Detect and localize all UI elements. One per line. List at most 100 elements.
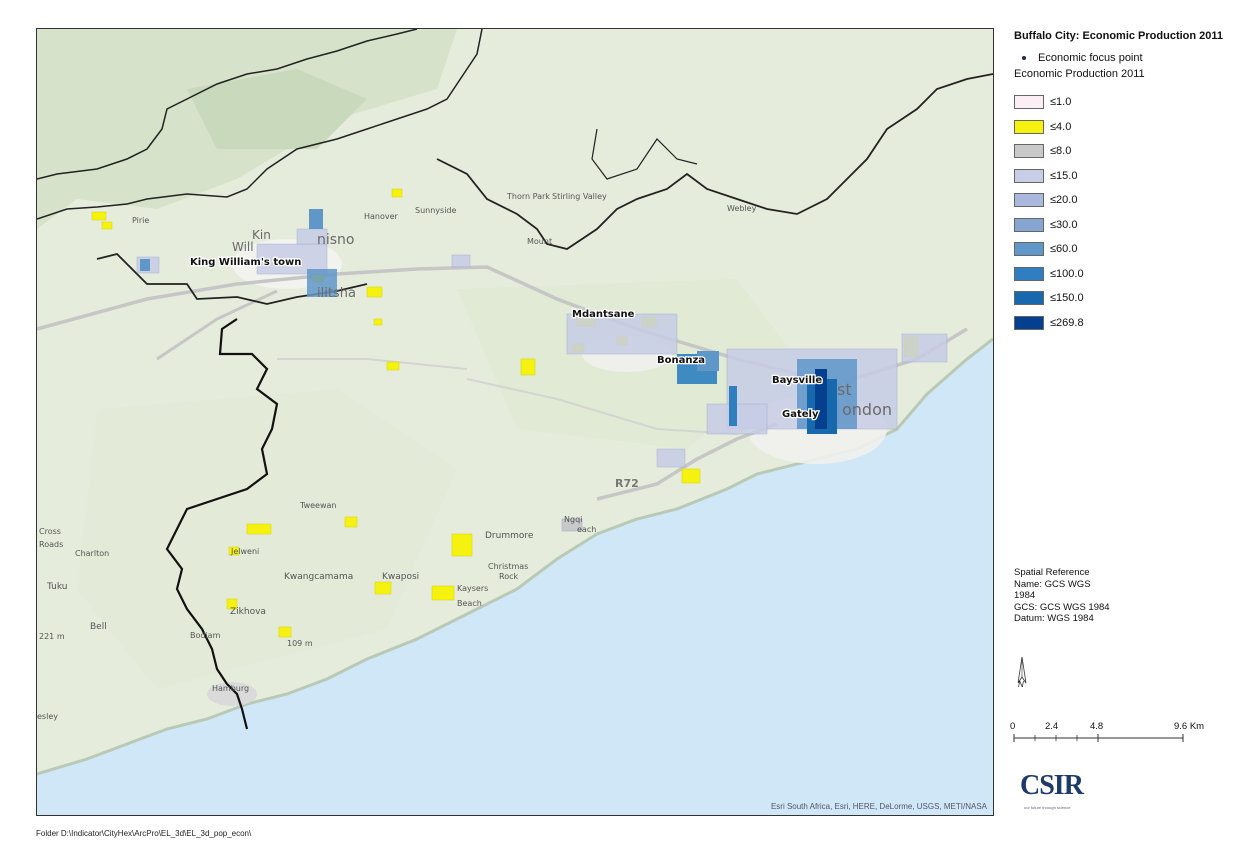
- scale-tick-0: 0: [1010, 721, 1016, 732]
- spatial-name-2: 1984: [1014, 590, 1036, 601]
- hex-cell: [373, 318, 383, 326]
- road-secondary: [466, 378, 738, 435]
- column-peak: [815, 369, 827, 429]
- scale-bar: [1013, 734, 1184, 742]
- map-label: esley: [37, 712, 58, 721]
- legend-swatch: [1014, 242, 1044, 257]
- legend-class-label: ≤4.0: [1050, 120, 1072, 133]
- legend-swatch: [1014, 315, 1044, 330]
- hex-cluster-north: [451, 254, 471, 268]
- map-label: Kwaposi: [382, 572, 419, 582]
- legend-swatch: [1014, 217, 1044, 232]
- map-label: Roads: [39, 540, 63, 549]
- map-label: Will: [232, 240, 254, 254]
- hex-cell: [91, 211, 107, 221]
- map-label: King William's town: [190, 257, 301, 268]
- legend-point-row: Economic focus point: [1014, 52, 1229, 64]
- legend-class-row: ≤1.0: [1014, 90, 1229, 115]
- spatial-reference: Spatial Reference Name: GCS WGS 1984 GCS…: [1014, 567, 1134, 625]
- hex-cell: [366, 286, 383, 298]
- legend-swatch: [1014, 168, 1044, 183]
- map-frame[interactable]: King William's town Mdantsane Bonanza Baysv…: [36, 28, 994, 816]
- map-canvas[interactable]: King William's town Mdantsane Bonanza Baysv…: [37, 29, 993, 815]
- scale-tick-3: 9.6 Km: [1174, 721, 1205, 732]
- legend-class-row: ≤150.0: [1014, 286, 1229, 311]
- logo-tagline: our future through science: [1024, 805, 1071, 810]
- legend-class-row: ≤100.0: [1014, 262, 1229, 287]
- hex-cluster-nahoon: [561, 518, 583, 532]
- csir-logo: CSIR: [1020, 770, 1090, 810]
- map-label: Bodiam: [190, 631, 221, 640]
- map-label: Christmas: [488, 562, 528, 571]
- legend-class-label: ≤269.8: [1050, 316, 1084, 329]
- map-label: Zikhova: [230, 607, 266, 617]
- hex-cell: [374, 581, 392, 595]
- folder-path: Folder D:\Indicator\CityHex\ArcPro\EL_3d…: [36, 829, 252, 838]
- north-arrow-icon: [1017, 656, 1027, 684]
- legend-class-row: ≤4.0: [1014, 115, 1229, 140]
- map-label: Webley: [727, 204, 757, 213]
- label-layer: King William's town Mdantsane Bonanza Baysv…: [37, 192, 892, 721]
- hex-cluster-r72: [656, 448, 686, 468]
- hex-cell: [226, 598, 238, 610]
- road-secondary-2: [277, 358, 468, 370]
- map-label: ilitsha: [317, 286, 356, 301]
- column-thin: [729, 386, 737, 426]
- legend-class-row: ≤8.0: [1014, 139, 1229, 164]
- boundary-inner: [591, 128, 698, 180]
- map-label: Cross: [39, 527, 61, 536]
- legend-class-label: ≤1.0: [1050, 96, 1072, 109]
- map-label: Pirie: [132, 216, 149, 225]
- spatial-gcs: GCS: GCS WGS 1984: [1014, 601, 1110, 613]
- legend-swatch: [1014, 193, 1044, 208]
- map-label: Charlton: [75, 549, 109, 558]
- boundary-north: [37, 29, 418, 180]
- legend-class-label: ≤60.0: [1050, 243, 1078, 256]
- map-label: Stirling Valley: [552, 192, 607, 201]
- legend-class-label: ≤20.0: [1050, 194, 1078, 207]
- scale-tick-1: 2.4: [1045, 721, 1059, 732]
- legend-class-label: ≤150.0: [1050, 292, 1084, 305]
- map-label: Kin: [252, 228, 271, 242]
- map-label: Ngqi: [564, 515, 582, 524]
- legend-swatch: [1014, 266, 1044, 281]
- map-label: Mount: [527, 237, 552, 246]
- legend-title: Buffalo City: Economic Production 2011: [1014, 30, 1224, 42]
- boundary-north-2: [37, 29, 483, 220]
- map-label: Bonanza: [657, 355, 705, 366]
- hex-cluster-mdantsane: [566, 313, 678, 355]
- map-label: each: [577, 525, 596, 534]
- hex-layer-high: [140, 209, 857, 434]
- map-label: Thorn Park: [506, 192, 550, 201]
- legend-class-row: ≤20.0: [1014, 188, 1229, 213]
- hex-cell: [344, 516, 358, 528]
- legend-class-label: ≤8.0: [1050, 145, 1072, 158]
- map-label: nisno: [317, 232, 355, 248]
- logo-text: CSIR: [1020, 770, 1084, 801]
- hex-cell: [228, 546, 240, 556]
- map-label: Bell: [90, 622, 107, 632]
- map-label: Sunnyside: [415, 206, 456, 215]
- map-label: Kaysers: [457, 584, 488, 593]
- map-label: st: [837, 380, 852, 399]
- legend-swatch: [1014, 144, 1044, 159]
- legend: Buffalo City: Economic Production 2011 E…: [1014, 30, 1229, 335]
- urban-area-hamburg: [207, 682, 257, 706]
- hex-cell: [386, 361, 400, 371]
- map-label: Rock: [499, 572, 518, 581]
- legend-class-row: ≤269.8: [1014, 311, 1229, 336]
- legend-class-row: ≤60.0: [1014, 237, 1229, 262]
- hex-cluster-gonubie: [901, 333, 948, 363]
- map-label: Drummore: [485, 531, 534, 541]
- hex-cell: [101, 221, 113, 230]
- map-label: ondon: [842, 400, 892, 419]
- map-label: R72: [615, 477, 639, 490]
- hex-cell: [278, 626, 292, 638]
- north-arrow-label: N: [1018, 680, 1024, 689]
- legend-swatch: [1014, 95, 1044, 110]
- hex-cell: [391, 188, 403, 198]
- spatial-name: Name: GCS WGS: [1014, 578, 1091, 590]
- legend-class-row: ≤15.0: [1014, 164, 1229, 189]
- legend-class-label: ≤15.0: [1050, 169, 1078, 182]
- boundary-west: [165, 318, 279, 730]
